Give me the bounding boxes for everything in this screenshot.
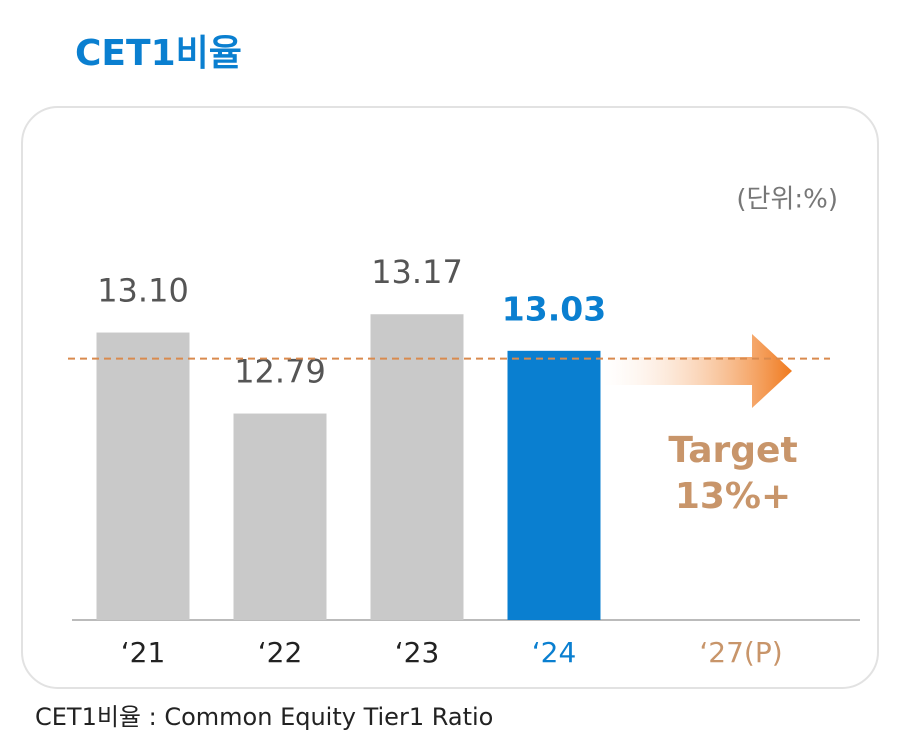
target-text: Target	[668, 430, 797, 471]
target-arrow	[603, 334, 792, 408]
target-text: 13%+	[675, 476, 791, 517]
bar	[96, 332, 190, 620]
x-tick-label: ‘22	[258, 636, 303, 669]
bar	[370, 314, 464, 620]
chart-title: CET1비율	[75, 33, 242, 74]
value-label: 13.10	[97, 272, 189, 310]
x-tick-label: ‘21	[121, 636, 166, 669]
x-tick-label: ‘27(P)	[699, 636, 782, 669]
bar	[507, 350, 601, 620]
x-tick-label: ‘24	[532, 636, 577, 669]
unit-label: (단위:%)	[736, 185, 838, 215]
value-label: 13.03	[502, 289, 606, 328]
bar	[233, 413, 327, 620]
x-tick-label: ‘23	[395, 636, 440, 669]
value-label: 13.17	[371, 253, 463, 291]
footnote: CET1비율 : Common Equity Tier1 Ratio	[35, 703, 493, 731]
